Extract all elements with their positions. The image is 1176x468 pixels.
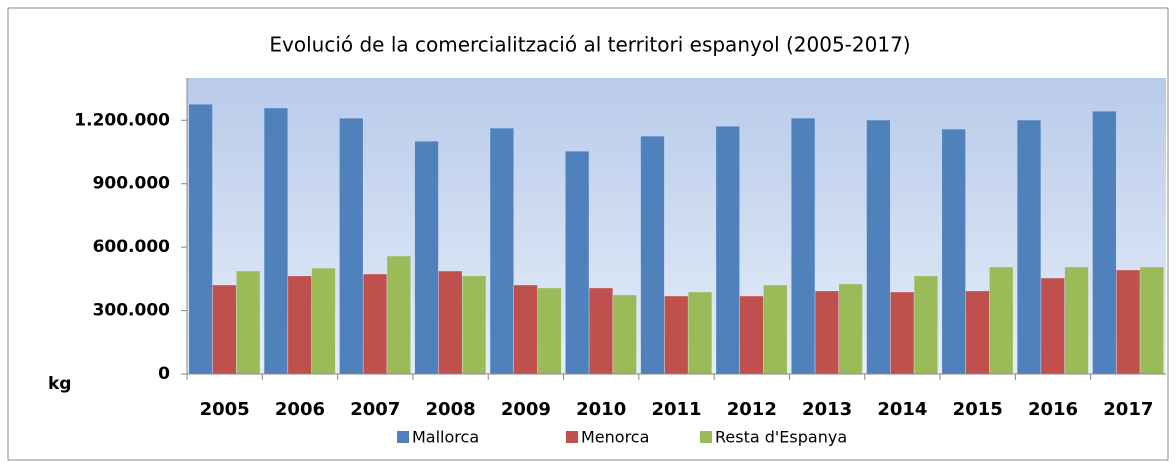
bar xyxy=(189,104,213,374)
bar xyxy=(688,292,712,374)
bar xyxy=(264,108,288,374)
x-tick-label: 2012 xyxy=(727,399,777,420)
bar xyxy=(236,271,260,374)
legend-label: Mallorca xyxy=(412,428,479,447)
x-tick-label: 2007 xyxy=(350,399,400,420)
legend-label: Resta d'Espanya xyxy=(715,428,847,447)
bar xyxy=(664,296,688,374)
bar xyxy=(839,284,863,374)
x-tick-label: 2013 xyxy=(802,399,852,420)
bar xyxy=(212,285,237,374)
x-tick-label: 2008 xyxy=(426,399,476,420)
bar xyxy=(716,126,740,374)
bar xyxy=(414,141,439,374)
bar xyxy=(1017,120,1041,375)
x-tick-label: 2016 xyxy=(1028,399,1078,420)
bar xyxy=(565,151,589,374)
bar xyxy=(866,120,891,375)
legend-swatch xyxy=(397,431,409,443)
x-tick-label: 2014 xyxy=(877,399,927,420)
bar xyxy=(490,128,514,374)
y-tick-label: 900.000 xyxy=(93,174,171,194)
bar xyxy=(1140,267,1164,374)
x-tick-label: 2010 xyxy=(576,399,626,420)
bar xyxy=(537,288,562,374)
bar xyxy=(311,268,336,374)
y-axis-label: kg xyxy=(48,374,71,394)
x-tick-label: 2015 xyxy=(953,399,1003,420)
bar xyxy=(763,285,787,374)
bar xyxy=(438,271,462,374)
bar xyxy=(1092,111,1116,375)
bar xyxy=(965,291,990,374)
bar xyxy=(989,267,1013,374)
bar xyxy=(1064,267,1089,374)
bar xyxy=(640,136,665,374)
bar xyxy=(387,256,411,374)
bar xyxy=(288,276,312,374)
legend-swatch xyxy=(566,431,578,443)
bar xyxy=(739,296,764,374)
y-tick-label: 600.000 xyxy=(93,237,171,257)
legend-swatch xyxy=(700,431,712,443)
bar xyxy=(1116,270,1140,374)
x-tick-label: 2006 xyxy=(275,399,325,420)
bar xyxy=(363,274,387,374)
bar xyxy=(462,276,486,374)
x-tick-label: 2011 xyxy=(651,399,701,420)
y-tick-label: 0 xyxy=(158,364,170,384)
bar xyxy=(613,295,637,374)
bar xyxy=(942,129,966,374)
bar xyxy=(815,291,839,374)
legend-label: Menorca xyxy=(581,428,649,447)
x-tick-label: 2017 xyxy=(1103,399,1153,420)
x-tick-label: 2005 xyxy=(200,399,250,420)
bar xyxy=(914,276,938,374)
bar xyxy=(514,285,538,374)
bar xyxy=(1041,278,1065,374)
bar xyxy=(791,118,815,374)
x-tick-label: 2009 xyxy=(501,399,551,420)
bar xyxy=(339,118,363,374)
bar xyxy=(890,292,914,374)
y-tick-label: 1.200.000 xyxy=(74,110,170,130)
y-tick-label: 300.000 xyxy=(93,301,171,321)
chart-title: Evolució de la comercialització al terri… xyxy=(269,33,910,57)
bar xyxy=(589,288,613,374)
